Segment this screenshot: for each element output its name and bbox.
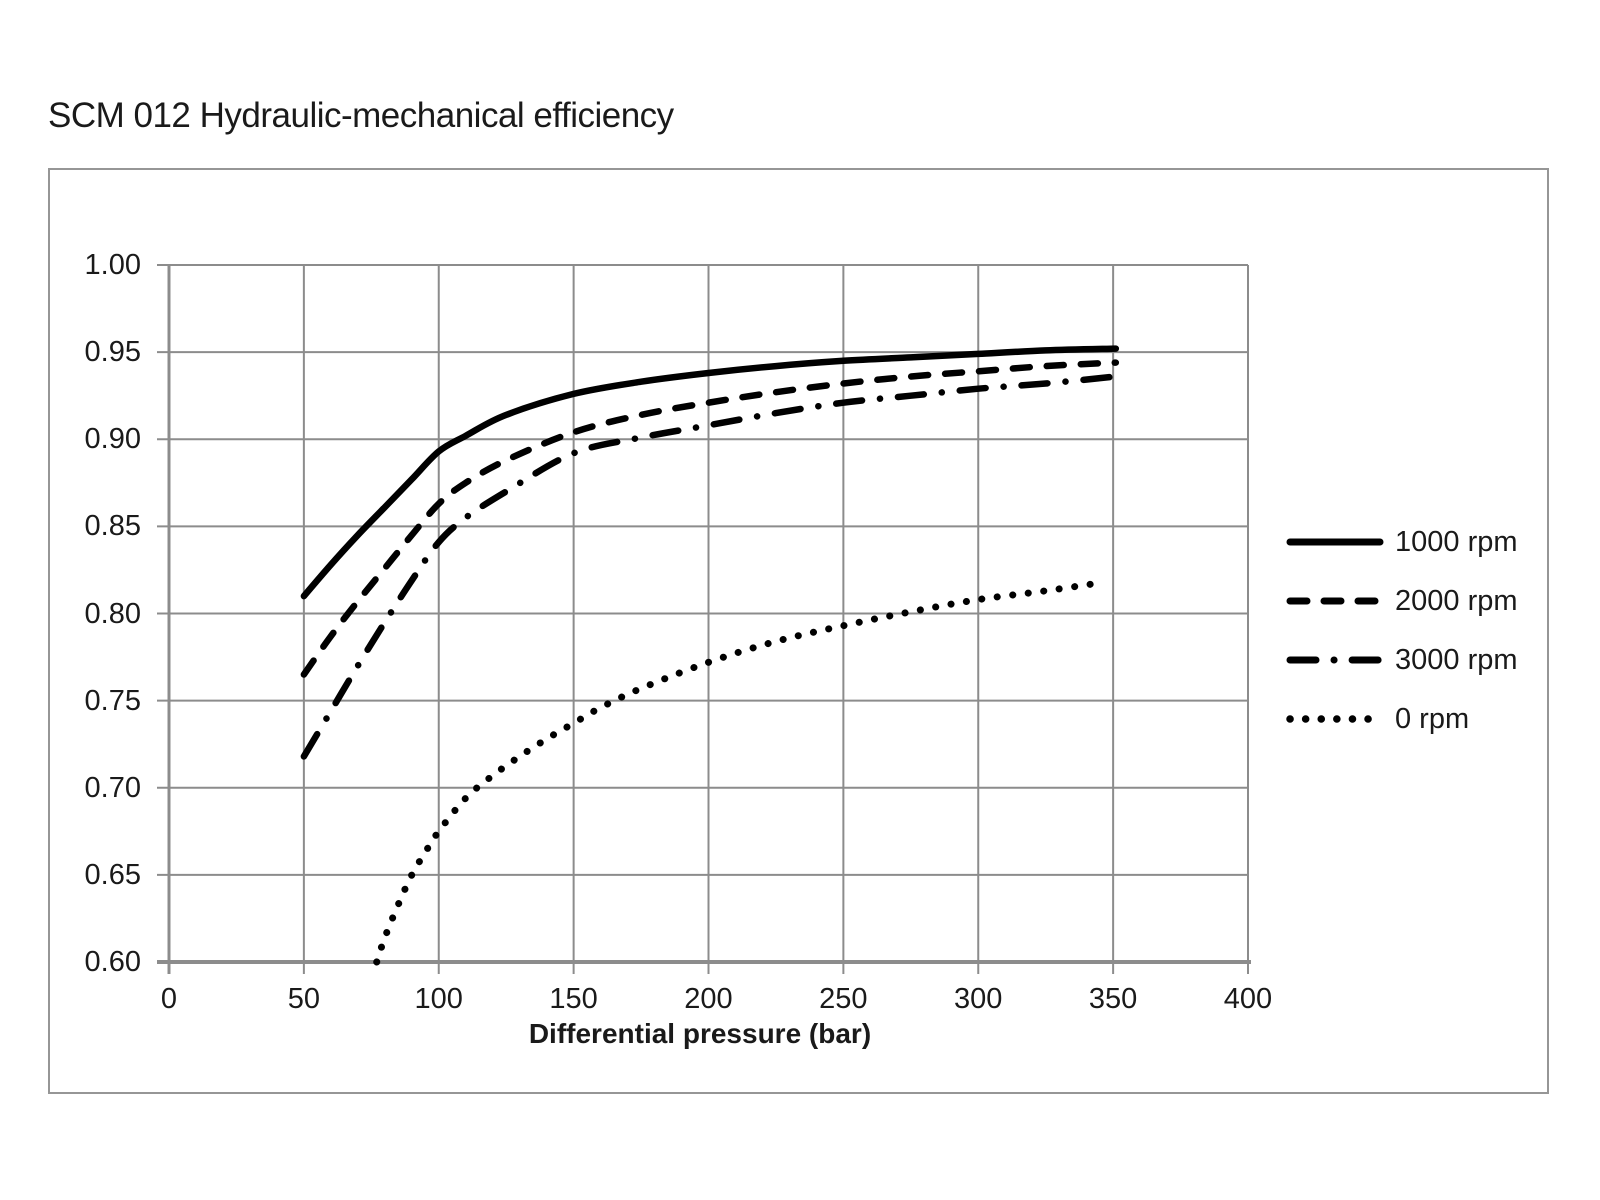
- x-tick-label: 400: [1223, 983, 1273, 1015]
- y-tick-label: 0.90: [84, 423, 141, 456]
- x-tick-label: 200: [684, 983, 733, 1015]
- legend-item-2000-rpm: 2000 rpm: [1286, 584, 1518, 618]
- x-axis-title: Differential pressure (bar): [528, 1018, 872, 1049]
- y-tick-label: 0.75: [84, 684, 141, 717]
- legend-label: 3000 rpm: [1395, 643, 1518, 676]
- chart-title: SCM 012 Hydraulic-mechanical efficiency: [48, 96, 674, 135]
- legend-item-1000-rpm: 1000 rpm: [1286, 525, 1518, 559]
- legend-line-sample: [1286, 597, 1384, 605]
- legend-label: 1000 rpm: [1395, 525, 1518, 558]
- legend: 1000 rpm 2000 rpm 3000 rpm 0 rpm: [1286, 0, 1586, 1200]
- y-tick-label: 0.60: [84, 946, 141, 978]
- y-tick-label: 1.00: [84, 249, 141, 281]
- x-tick-label: 250: [819, 983, 868, 1015]
- x-tick-label: 50: [287, 983, 320, 1015]
- y-tick-label: 0.95: [84, 336, 141, 369]
- legend-line-sample: [1286, 538, 1384, 546]
- y-tick-label: 0.65: [84, 858, 141, 891]
- legend-label: 0 rpm: [1395, 702, 1470, 735]
- legend-item-0-rpm: 0 rpm: [1286, 702, 1469, 736]
- x-tick-label: 300: [954, 983, 1003, 1015]
- legend-line-sample: [1286, 656, 1384, 664]
- x-tick-label: 150: [549, 983, 598, 1015]
- x-tick-label: 350: [1088, 983, 1138, 1015]
- y-tick-label: 0.85: [84, 510, 141, 543]
- y-tick-label: 0.80: [84, 597, 141, 630]
- legend-label: 2000 rpm: [1395, 584, 1518, 617]
- legend-line-sample: [1286, 715, 1384, 723]
- x-tick-label: 0: [160, 983, 178, 1015]
- legend-item-3000-rpm: 3000 rpm: [1286, 643, 1518, 677]
- y-tick-label: 0.70: [84, 771, 141, 804]
- x-tick-label: 100: [414, 983, 463, 1015]
